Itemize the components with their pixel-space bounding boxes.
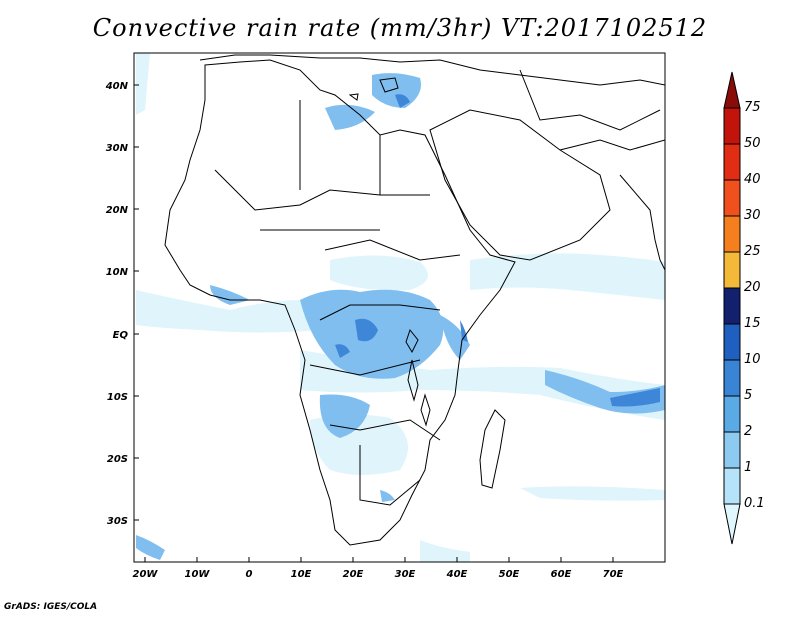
- lat-label: 30S: [107, 516, 128, 527]
- lat-label: 20S: [107, 454, 128, 465]
- colorbar-segment: [723, 395, 741, 433]
- colorbar-label: 40: [744, 172, 761, 187]
- longitude-axis: 20W 10W 0 10E 20E 30E 40E 50E 60E 70E: [133, 557, 624, 580]
- colorbar-segment: [723, 107, 741, 145]
- lat-label: 40N: [105, 81, 129, 92]
- colorbar-segment: [723, 467, 741, 505]
- lat-label: 10N: [106, 267, 129, 278]
- lon-label: 10E: [291, 569, 312, 580]
- heavy-rain-areas: [335, 94, 660, 407]
- colorbar-label: 0.1: [744, 496, 765, 511]
- light-rain-areas: [136, 53, 665, 562]
- lat-label: EQ: [113, 330, 129, 341]
- colorbar: [723, 71, 741, 545]
- colorbar-label: 75: [744, 100, 761, 115]
- rain-field: [136, 53, 665, 562]
- lon-label: 30E: [395, 569, 416, 580]
- map-title: Convective rain rate (mm/3hr) VT:2017102…: [92, 14, 708, 42]
- colorbar-segment: [723, 287, 741, 325]
- colorbar-label: 5: [744, 388, 753, 403]
- lon-label: 20E: [343, 569, 364, 580]
- colorbar-label: 10: [744, 352, 761, 367]
- colorbar-segment: [723, 215, 741, 253]
- colorbar-label: 25: [744, 244, 761, 259]
- colorbar-segment: [723, 431, 741, 469]
- colorbar-label: 20: [744, 280, 761, 295]
- plot-frame: [133, 52, 666, 563]
- colorbar-bottom-arrow: [723, 503, 741, 545]
- lat-label: 30N: [106, 143, 129, 154]
- lon-label: 60E: [551, 569, 572, 580]
- lon-label: 20W: [133, 569, 159, 580]
- colorbar-label: 50: [744, 136, 761, 151]
- colorbar-label: 30: [744, 208, 761, 223]
- colorbar-segment: [723, 323, 741, 361]
- grads-credit: GrADS: IGES/COLA: [4, 602, 98, 612]
- colorbar-label: 1: [744, 460, 753, 475]
- coastlines-and-borders: [164, 54, 665, 546]
- colorbar-segment: [723, 359, 741, 397]
- colorbar-top-arrow: [723, 71, 741, 109]
- lon-label: 50E: [499, 569, 520, 580]
- colorbar-segment: [723, 179, 741, 217]
- lat-label: 10S: [107, 392, 128, 403]
- latitude-axis: 40N 30N 20N 10N EQ 10S 20S 30S: [105, 81, 139, 527]
- colorbar-label: 15: [744, 316, 761, 331]
- lon-label: 0: [246, 569, 253, 580]
- colorbar-segment: [723, 251, 741, 289]
- lon-label: 10W: [185, 569, 211, 580]
- lat-label: 20N: [106, 205, 129, 216]
- lon-label: 70E: [603, 569, 624, 580]
- colorbar-label: 2: [744, 424, 753, 439]
- colorbar-segment: [723, 143, 741, 181]
- lon-label: 40E: [446, 569, 468, 580]
